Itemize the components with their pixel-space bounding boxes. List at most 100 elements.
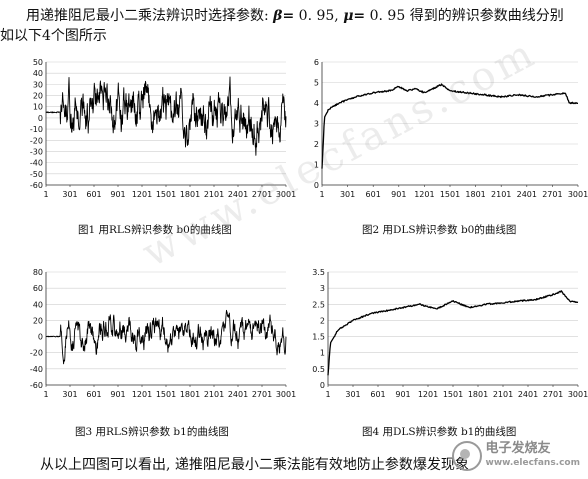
conclusion-text: 从以上四图可以看出, 递推阻尼最小二乘法能有效地防止参数爆发现象	[40, 457, 469, 473]
y-tick-label: 20	[33, 316, 43, 325]
figure-4-chart: 0 0.5 1 1.5 2 2.5 3 3.5 1 301 601 901 1201 1501 1801 21…	[302, 268, 588, 403]
x-tick-label: 901	[110, 190, 125, 199]
figure-4-svg: 0 0.5 1 1.5 2 2.5 3 3.5 1 301 601 901 1201 1501 1801 21…	[312, 268, 588, 399]
x-tick-label: 1201	[414, 190, 434, 199]
figure-1-svg: -60 -50 -40 -30 -20 -10 0 10 20 30 40 50 1 301 601 901 1…	[30, 58, 296, 199]
series-line	[45, 309, 287, 365]
x-tick-label: 601	[86, 390, 101, 399]
x-tick-label: 301	[62, 190, 77, 199]
x-tick-label: 2701	[252, 190, 272, 199]
y-tick-label: 6	[314, 58, 319, 67]
x-tick-label: 2401	[228, 390, 248, 399]
y-tick-label: 60	[33, 284, 43, 293]
figure-1-chart: -60 -50 -40 -30 -20 -10 0 10 20 30 40 50 1 301 601 901 1…	[6, 58, 296, 203]
series-line	[45, 76, 287, 156]
y-tick-label: 1	[314, 161, 319, 170]
intro-text-a: 用递推阻尼最小二乘法辨识时选择参数:	[26, 8, 274, 24]
x-tick-label: 1	[319, 190, 324, 199]
y-tick-label: 40	[33, 300, 43, 309]
mu-symbol: μ=	[343, 8, 366, 24]
x-tick-label: 1501	[443, 390, 463, 399]
x-tick-label: 2401	[518, 390, 538, 399]
y-tick-label: 10	[33, 103, 43, 112]
y-tick-label: 0	[314, 181, 319, 190]
y-tick-label: 20	[33, 92, 43, 101]
y-tick-label: 0	[38, 333, 43, 342]
y-tick-label: -40	[30, 365, 43, 374]
x-tick-label: 2101	[204, 190, 224, 199]
x-tick-label: 2401	[517, 190, 537, 199]
x-tick-label: 3001	[276, 390, 296, 399]
x-tick-label: 1	[43, 390, 48, 399]
x-tick-label: 2101	[493, 390, 513, 399]
x-tick-label: 301	[62, 390, 77, 399]
x-tick-label: 3001	[276, 190, 296, 199]
logo-name: 电子发烧友 www.elecfans.com	[486, 442, 580, 470]
y-tick-label: 50	[33, 58, 43, 67]
intro-line-1: 用递推阻尼最小二乘法辨识时选择参数: β= 0. 95, μ= 0. 95 得到…	[26, 6, 586, 27]
x-tick-label: 1201	[132, 390, 152, 399]
y-tick-label: -60	[30, 381, 43, 390]
y-tick-label: 0	[320, 381, 325, 390]
logo-title: 电子发烧友	[485, 441, 551, 456]
x-tick-label: 3001	[568, 190, 588, 199]
site-logo: 电子发烧友 www.elecfans.com	[451, 441, 580, 471]
logo-icon	[451, 441, 482, 471]
x-tick-label: 1801	[180, 390, 200, 399]
x-tick-label: 2701	[252, 390, 272, 399]
x-tick-label: 901	[110, 390, 125, 399]
intro-text-b: 得到的辨识参数曲线分别	[405, 8, 564, 24]
figure-4-caption: 图4 用DLS辨识参数 b1的曲线图	[362, 426, 517, 438]
y-tick-label: 40	[33, 69, 43, 78]
figure-2-chart: 0 1 2 3 4 5 6 1 301 601 901 1201 1501 1801 2101 2401 270…	[302, 58, 588, 203]
y-tick-label: 1.5	[312, 333, 325, 342]
x-tick-label: 1801	[468, 390, 488, 399]
x-tick-label: 301	[340, 190, 355, 199]
y-tick-label: 2	[314, 140, 319, 149]
y-tick-label: -30	[30, 147, 43, 156]
y-tick-label: 4	[314, 99, 319, 108]
y-tick-label: 0.5	[312, 365, 325, 374]
x-tick-label: 901	[395, 390, 410, 399]
x-tick-label: 1201	[418, 390, 438, 399]
x-tick-label: 1501	[156, 190, 176, 199]
series-line	[327, 290, 579, 376]
x-tick-label: 2101	[204, 390, 224, 399]
x-tick-label: 1501	[156, 390, 176, 399]
x-tick-label: 601	[370, 390, 385, 399]
y-tick-label: 1	[320, 349, 325, 358]
figure-3-svg: -60 -40 -20 0 20 40 60 80 1 301 601 901 1201 1501 1801…	[30, 268, 296, 399]
x-tick-label: 301	[345, 390, 360, 399]
y-tick-label: -10	[30, 125, 43, 134]
y-tick-label: 0	[38, 114, 43, 123]
x-tick-label: 1201	[132, 190, 152, 199]
x-tick-label: 2101	[491, 190, 511, 199]
y-tick-label: 2.5	[312, 300, 325, 309]
y-tick-label: -20	[30, 136, 43, 145]
x-tick-label: 601	[86, 190, 101, 199]
figure-3-caption: 图3 用RLS辨识参数 b1的曲线图	[75, 426, 229, 438]
y-tick-label: 2	[320, 316, 325, 325]
beta-symbol: β=	[273, 8, 295, 24]
x-tick-label: 1	[43, 190, 48, 199]
y-tick-label: 3.5	[312, 268, 325, 277]
x-tick-label: 2701	[543, 390, 563, 399]
figure-1-caption: 图1 用RLS辨识参数 b0的曲线图	[78, 224, 232, 236]
y-tick-label: 3	[320, 284, 325, 293]
x-tick-label: 2701	[542, 190, 562, 199]
x-tick-label: 2401	[228, 190, 248, 199]
figure-3-chart: -60 -40 -20 0 20 40 60 80 1 301 601 901 1201 1501 1801…	[6, 268, 296, 403]
series-line	[321, 83, 578, 169]
x-tick-label: 1801	[180, 190, 200, 199]
x-tick-label: 1	[325, 390, 330, 399]
figure-2-caption: 图2 用DLS辨识参数 b0的曲线图	[362, 224, 517, 236]
x-tick-label: 601	[366, 190, 381, 199]
x-tick-label: 3001	[568, 390, 588, 399]
mu-value: 0. 95	[369, 8, 406, 24]
intro-line-2: 如以下4个图所示	[0, 28, 107, 44]
logo-url: www.elecfans.com	[485, 458, 580, 468]
x-tick-label: 1801	[465, 190, 485, 199]
beta-value: 0. 95,	[298, 8, 339, 24]
x-tick-label: 1501	[440, 190, 460, 199]
